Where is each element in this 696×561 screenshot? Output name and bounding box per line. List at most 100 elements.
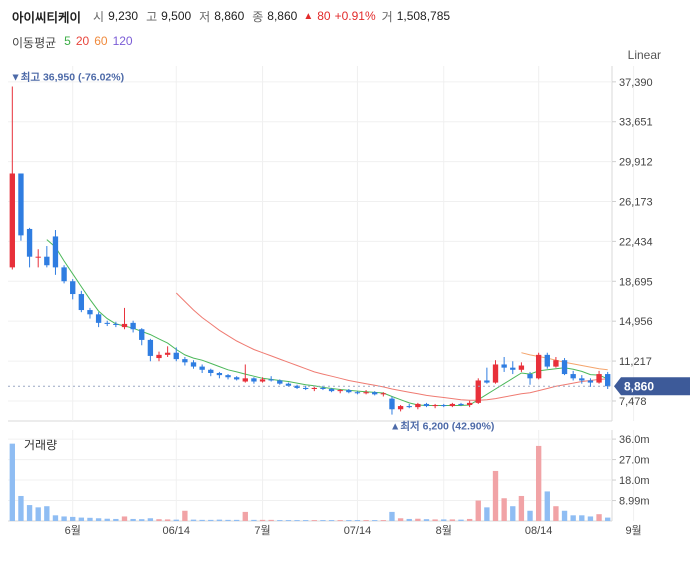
price-tick-label: 37,390 <box>619 77 653 89</box>
volume-bar <box>147 518 154 521</box>
ma20-legend[interactable]: 20 <box>75 34 90 48</box>
ma5-legend[interactable]: 5 <box>64 34 71 48</box>
candle-body <box>190 362 197 367</box>
annotations: ▼최고 36,950 (-76.02%) ▲최저 6,200 (42.90%) 8,… <box>8 71 690 433</box>
moving-average-label: 이동평균 <box>12 36 57 50</box>
stock-name: 아이씨티케이 <box>12 10 82 25</box>
candle-body <box>363 392 369 394</box>
volume-bar <box>535 445 542 521</box>
candle-body <box>432 404 438 407</box>
volume-bar <box>268 519 274 521</box>
x-tick-label: 07/14 <box>344 525 372 537</box>
price-tick-label: 26,173 <box>619 197 653 209</box>
volume-bar <box>173 519 179 521</box>
volume-bar <box>553 506 559 521</box>
close-price: 8,860 <box>267 9 298 23</box>
ma120-legend[interactable]: 120 <box>112 34 133 48</box>
candle-body <box>441 404 447 407</box>
candle-body <box>199 366 205 370</box>
high-price: 9,500 <box>161 9 192 23</box>
candle-body <box>328 388 335 392</box>
stock-header: 아이씨티케이 시 9,230 고 9,500 저 8,860 종 8,860 ▲… <box>12 6 452 26</box>
candle-body <box>52 236 59 268</box>
candle-body <box>372 392 378 395</box>
moving-average-legend: 이동평균 5 20 60 120 <box>12 34 133 51</box>
volume-bar <box>449 519 456 521</box>
candle-body <box>423 403 430 407</box>
volume-bar <box>527 510 533 521</box>
volume-tick-label: 8.99m <box>619 496 650 508</box>
candle-body <box>242 378 248 382</box>
volume-bar <box>346 520 352 521</box>
volume-bar <box>587 516 594 521</box>
candle-body <box>510 367 516 370</box>
price-tick-label: 22,434 <box>619 236 653 248</box>
volume-bar <box>242 511 248 521</box>
candle-body <box>466 402 473 405</box>
volume-bar <box>61 516 67 521</box>
candle-body <box>277 380 283 384</box>
volume-bar <box>277 520 283 521</box>
volume-bar <box>605 517 611 521</box>
current-price-tag <box>614 377 690 396</box>
candle-body <box>78 294 85 311</box>
volume-bar <box>78 517 85 521</box>
candle-body <box>303 387 309 389</box>
ma5-line <box>46 239 608 406</box>
open-price: 9,230 <box>108 9 139 23</box>
candle-body <box>535 354 542 379</box>
volume-bar <box>113 518 119 521</box>
price-tick-label: 33,651 <box>619 117 653 129</box>
high-annotation: ▼최고 36,950 (-76.02%) <box>10 71 124 84</box>
candle-body <box>579 378 585 381</box>
volume-bar <box>441 519 447 521</box>
candle-body <box>268 379 274 381</box>
volume-bar <box>372 520 378 521</box>
open-label: 시 <box>93 9 105 24</box>
volume-bar <box>466 518 473 521</box>
candlesticks <box>9 86 611 415</box>
volume-bar <box>139 519 145 521</box>
candle-body <box>251 378 257 382</box>
volume-bar <box>561 510 568 521</box>
volume-bar <box>458 519 464 521</box>
candle-body <box>337 390 343 392</box>
volume-bar <box>303 520 309 521</box>
volume-bar <box>406 518 412 521</box>
candle-body <box>553 360 559 367</box>
volume-tick-label: 36.0m <box>619 434 650 446</box>
candle-body <box>354 392 361 394</box>
ma60-legend[interactable]: 60 <box>94 34 108 48</box>
volume-bar <box>294 520 300 521</box>
candle-body <box>518 365 525 370</box>
price-axis: 7,478 11,217 14,956 18,695 22,434 26,173 29,91… <box>612 77 653 408</box>
low-price: 8,860 <box>214 9 245 23</box>
volume-tick-label: 18.0m <box>619 475 650 487</box>
volume-bar <box>233 519 240 521</box>
candle-body <box>380 393 387 395</box>
price-tick-label: 11,217 <box>619 356 652 368</box>
ma20-line <box>175 292 608 401</box>
volume-bar <box>199 519 205 521</box>
volume-bar <box>18 495 24 521</box>
volume-bar <box>484 507 490 521</box>
volume-bar <box>475 500 481 521</box>
volume-bar <box>182 510 188 521</box>
candle-body <box>587 380 594 383</box>
volume-bar <box>544 491 550 521</box>
candle-body <box>570 374 576 379</box>
candle-body <box>311 387 317 389</box>
volume-bar <box>121 516 128 521</box>
volume-bars <box>9 443 611 521</box>
price-grid <box>8 66 635 422</box>
candle-body <box>596 374 602 383</box>
volume-bar <box>216 519 223 521</box>
candle-body <box>294 385 300 388</box>
x-tick-label: 9월 <box>625 524 641 537</box>
volume-bar <box>9 443 15 521</box>
candle-body <box>35 256 41 258</box>
volume-bar <box>26 505 33 521</box>
scale-mode-toggle[interactable]: Linear <box>627 48 661 62</box>
